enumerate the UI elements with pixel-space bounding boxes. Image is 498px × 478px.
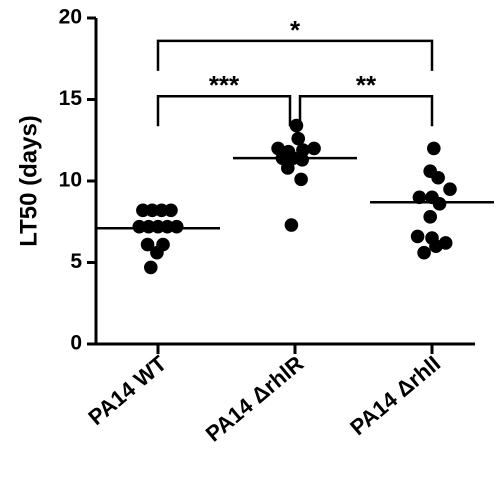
data-point — [281, 161, 295, 175]
x-axis-ticks: PA14 WT PA14 ΔrhlR PA14 ΔrhlI — [83, 344, 445, 447]
data-point — [132, 219, 147, 234]
significance-bracket — [156, 94, 292, 127]
data-point — [307, 141, 321, 156]
data-point — [291, 131, 306, 146]
data-point — [151, 219, 165, 234]
y-axis-ticks: 0 5 10 15 20 — [59, 6, 96, 355]
y-tick-label: 15 — [59, 87, 83, 110]
y-axis-title: LT50 (days) — [15, 115, 42, 247]
data-point — [145, 203, 160, 218]
y-tick-label: 5 — [70, 250, 82, 273]
data-point — [432, 197, 447, 211]
data-point — [284, 218, 299, 232]
data-point — [140, 237, 155, 252]
data-point — [154, 203, 169, 218]
data-point — [431, 170, 445, 185]
significance-bracket — [156, 39, 434, 71]
data-point — [164, 203, 178, 218]
x-category-label: PA14 ΔrhlI — [345, 351, 445, 441]
data-point — [160, 219, 175, 234]
significance-brackets: *** *** — [156, 15, 434, 127]
x-category-label: PA14 WT — [83, 350, 171, 430]
data-point — [443, 182, 457, 196]
data-points — [132, 118, 457, 275]
significance-label: *** — [209, 70, 240, 100]
y-tick-label: 20 — [59, 6, 82, 29]
data-point — [423, 210, 438, 224]
data-point — [294, 172, 308, 187]
data-point — [295, 153, 310, 167]
y-tick-label: 0 — [70, 332, 82, 355]
significance-label: ** — [356, 70, 377, 100]
axes — [94, 18, 475, 346]
data-point — [429, 239, 443, 253]
significance-bracket — [298, 94, 434, 127]
data-point — [144, 260, 158, 275]
data-point — [136, 203, 150, 218]
data-point — [417, 245, 431, 260]
y-tick-label: 10 — [59, 169, 82, 192]
data-point — [410, 229, 425, 244]
significance-label: * — [290, 15, 301, 45]
x-category-label: PA14 ΔrhlR — [201, 351, 309, 447]
data-point — [141, 219, 156, 234]
data-point — [427, 141, 441, 156]
data-point — [412, 190, 427, 205]
data-point — [296, 143, 310, 157]
data-point — [150, 245, 164, 260]
data-point — [169, 219, 184, 234]
